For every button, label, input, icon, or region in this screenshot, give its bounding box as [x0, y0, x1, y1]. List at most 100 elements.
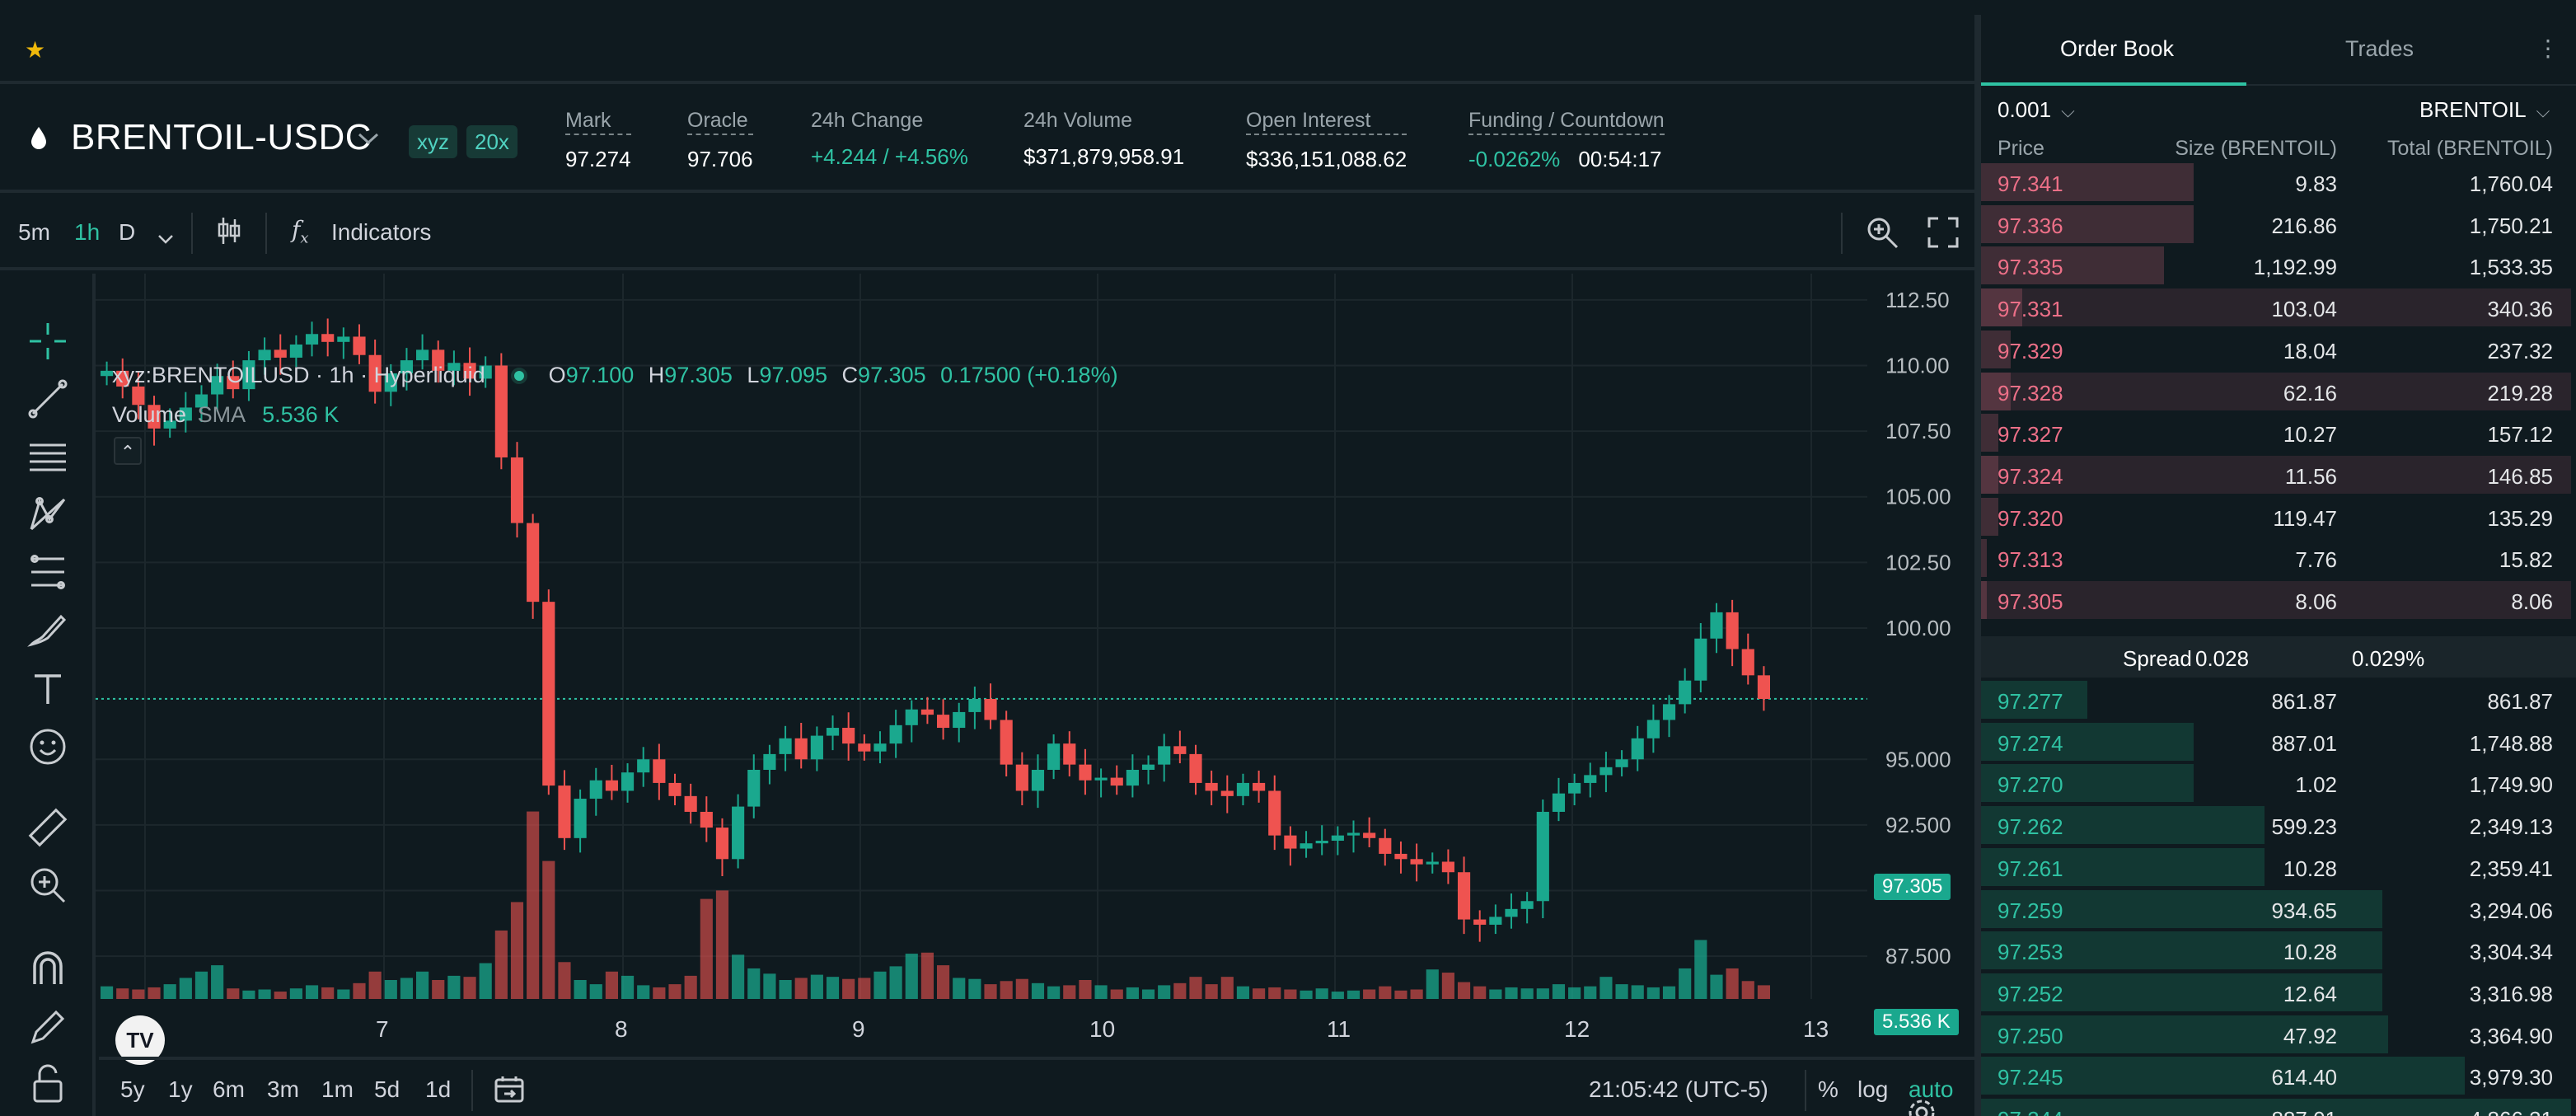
ask-row[interactable]: 97.335 1,192.99 1,533.35 [1981, 245, 2576, 286]
volume-bar [605, 971, 618, 999]
horizontal-lines-icon[interactable] [25, 434, 71, 480]
chevron-down-icon[interactable] [157, 224, 175, 251]
stat-mark: Mark 97.274 [565, 109, 631, 171]
auto-toggle[interactable]: auto [1909, 1076, 1954, 1102]
ask-row[interactable]: 97.320 119.47 135.29 [1981, 496, 2576, 537]
ask-row[interactable]: 97.331 103.04 340.36 [1981, 287, 2576, 328]
volume-bar [589, 984, 602, 999]
fullscreen-icon[interactable] [1927, 216, 1960, 255]
bid-row[interactable]: 97.250 47.92 3,364.90 [1981, 1014, 2576, 1055]
star-icon[interactable]: ★ [25, 37, 46, 63]
price-chart[interactable]: 112.50 110.00 107.50 105.00 102.50 100.00 95.0… [96, 274, 1974, 1116]
row-size: 10.27 [2283, 422, 2337, 448]
pattern-icon[interactable] [25, 491, 71, 537]
chevron-down-icon[interactable] [356, 122, 381, 154]
bid-row[interactable]: 97.259 934.65 3,294.06 [1981, 889, 2576, 930]
candle-body [384, 373, 397, 392]
range-5y[interactable]: 5y [120, 1076, 145, 1102]
bid-row[interactable]: 97.244 887.01 4,866.31 [1981, 1097, 2576, 1116]
bid-row[interactable]: 97.261 10.28 2,359.41 [1981, 846, 2576, 888]
depth-bar [1981, 722, 2194, 761]
tab-trades[interactable]: Trades [2345, 36, 2414, 61]
ask-row[interactable]: 97.329 18.04 237.32 [1981, 329, 2576, 370]
volume-bar [416, 971, 429, 999]
range-3m[interactable]: 3m [267, 1076, 299, 1102]
candle-type-icon[interactable] [216, 214, 242, 253]
chart-clock[interactable]: 21:05:42 (UTC-5) [1589, 1076, 1768, 1102]
zoom-search-icon[interactable] [1864, 214, 1900, 256]
indicators-button[interactable]: Indicators [331, 219, 432, 245]
fib-icon[interactable] [25, 549, 71, 595]
row-price: 97.259 [1998, 898, 2063, 923]
crosshair-icon[interactable] [25, 318, 71, 364]
interval-5m[interactable]: 5m [18, 219, 50, 245]
interval-1h[interactable]: 1h [74, 219, 101, 245]
market-symbol[interactable]: BRENTOIL-USDC [71, 117, 372, 157]
percent-toggle[interactable]: % [1818, 1076, 1838, 1102]
brush-icon[interactable] [25, 607, 71, 653]
y-tick-label: 92.500 [1885, 813, 1951, 837]
volume-bar [1615, 984, 1628, 999]
trend-line-icon[interactable] [25, 376, 71, 422]
volume-bar [1379, 986, 1392, 999]
row-price: 97.328 [1998, 380, 2063, 406]
bid-row[interactable]: 97.245 614.40 3,979.30 [1981, 1055, 2576, 1096]
emoji-icon[interactable] [25, 724, 71, 770]
chart-settings-icon[interactable] [1907, 1098, 1937, 1116]
zoom-in-icon[interactable] [25, 862, 71, 908]
candle-body [148, 405, 161, 429]
volume-bar [1694, 940, 1707, 999]
range-5d[interactable]: 5d [374, 1076, 400, 1102]
chart-canvas[interactable]: 112.50 110.00 107.50 105.00 102.50 100.00 95.0… [96, 274, 1974, 1057]
leverage-badge[interactable]: 20x [466, 125, 518, 158]
candle-body [1253, 782, 1266, 791]
volume-bar [179, 978, 192, 999]
stat-funding: Funding / Countdown -0.0262% 00:54:17 [1468, 109, 1665, 171]
candle-body [1726, 612, 1739, 649]
ask-row[interactable]: 97.313 7.76 15.82 [1981, 537, 2576, 579]
bid-row[interactable]: 97.277 861.87 861.87 [1981, 679, 2576, 720]
volume-bar [668, 984, 681, 999]
volume-bar [1410, 989, 1423, 999]
bid-row[interactable]: 97.253 10.28 3,304.34 [1981, 930, 2576, 971]
candle-body [1268, 790, 1281, 836]
ask-row[interactable]: 97.328 62.16 219.28 [1981, 371, 2576, 412]
ask-row[interactable]: 97.324 11.56 146.85 [1981, 454, 2576, 495]
ask-row[interactable]: 97.341 9.83 1,760.04 [1981, 162, 2576, 203]
volume-bar [715, 890, 729, 999]
ask-row[interactable]: 97.336 216.86 1,750.21 [1981, 204, 2576, 245]
ruler-icon[interactable] [25, 804, 71, 851]
text-icon[interactable] [25, 666, 71, 712]
function-icon: fx [292, 216, 309, 247]
range-1y[interactable]: 1y [168, 1076, 193, 1102]
row-total: 3,979.30 [2469, 1065, 2553, 1090]
range-6m[interactable]: 6m [213, 1076, 245, 1102]
pencil-lock-icon[interactable] [25, 1004, 71, 1050]
goto-date-icon[interactable] [493, 1073, 526, 1112]
volume-bar [1220, 977, 1234, 999]
tick-size-select[interactable]: 0.001 ⌵ [1998, 97, 2075, 122]
range-1m[interactable]: 1m [321, 1076, 354, 1102]
bid-row[interactable]: 97.252 12.64 3,316.98 [1981, 972, 2576, 1013]
lock-icon[interactable] [25, 1062, 71, 1108]
panel-divider[interactable] [1974, 15, 1981, 1116]
collapse-legend-button[interactable]: ⌃ [114, 437, 142, 465]
bid-row[interactable]: 97.262 599.23 2,349.13 [1981, 804, 2576, 846]
tab-order-book[interactable]: Order Book [2060, 36, 2175, 61]
volume-bar [1173, 982, 1187, 999]
magnet-icon[interactable] [25, 946, 71, 992]
interval-d[interactable]: D [119, 219, 136, 245]
bid-row[interactable]: 97.274 887.01 1,748.88 [1981, 721, 2576, 762]
bid-row[interactable]: 97.270 1.02 1,749.90 [1981, 762, 2576, 804]
more-menu-icon[interactable]: ⋮ [2536, 35, 2560, 61]
ask-row[interactable]: 97.327 10.27 157.12 [1981, 412, 2576, 453]
candle-body [1363, 832, 1376, 838]
sma-value: 5.536 K [262, 402, 340, 427]
unit-select[interactable]: BRENTOIL ⌵ [2419, 97, 2550, 122]
row-size: 103.04 [2271, 297, 2337, 322]
range-1d[interactable]: 1d [425, 1076, 452, 1102]
ask-row[interactable]: 97.305 8.06 8.06 [1981, 579, 2576, 621]
candle-body [1379, 837, 1392, 854]
candle-body [1347, 832, 1361, 836]
log-toggle[interactable]: log [1857, 1076, 1889, 1102]
